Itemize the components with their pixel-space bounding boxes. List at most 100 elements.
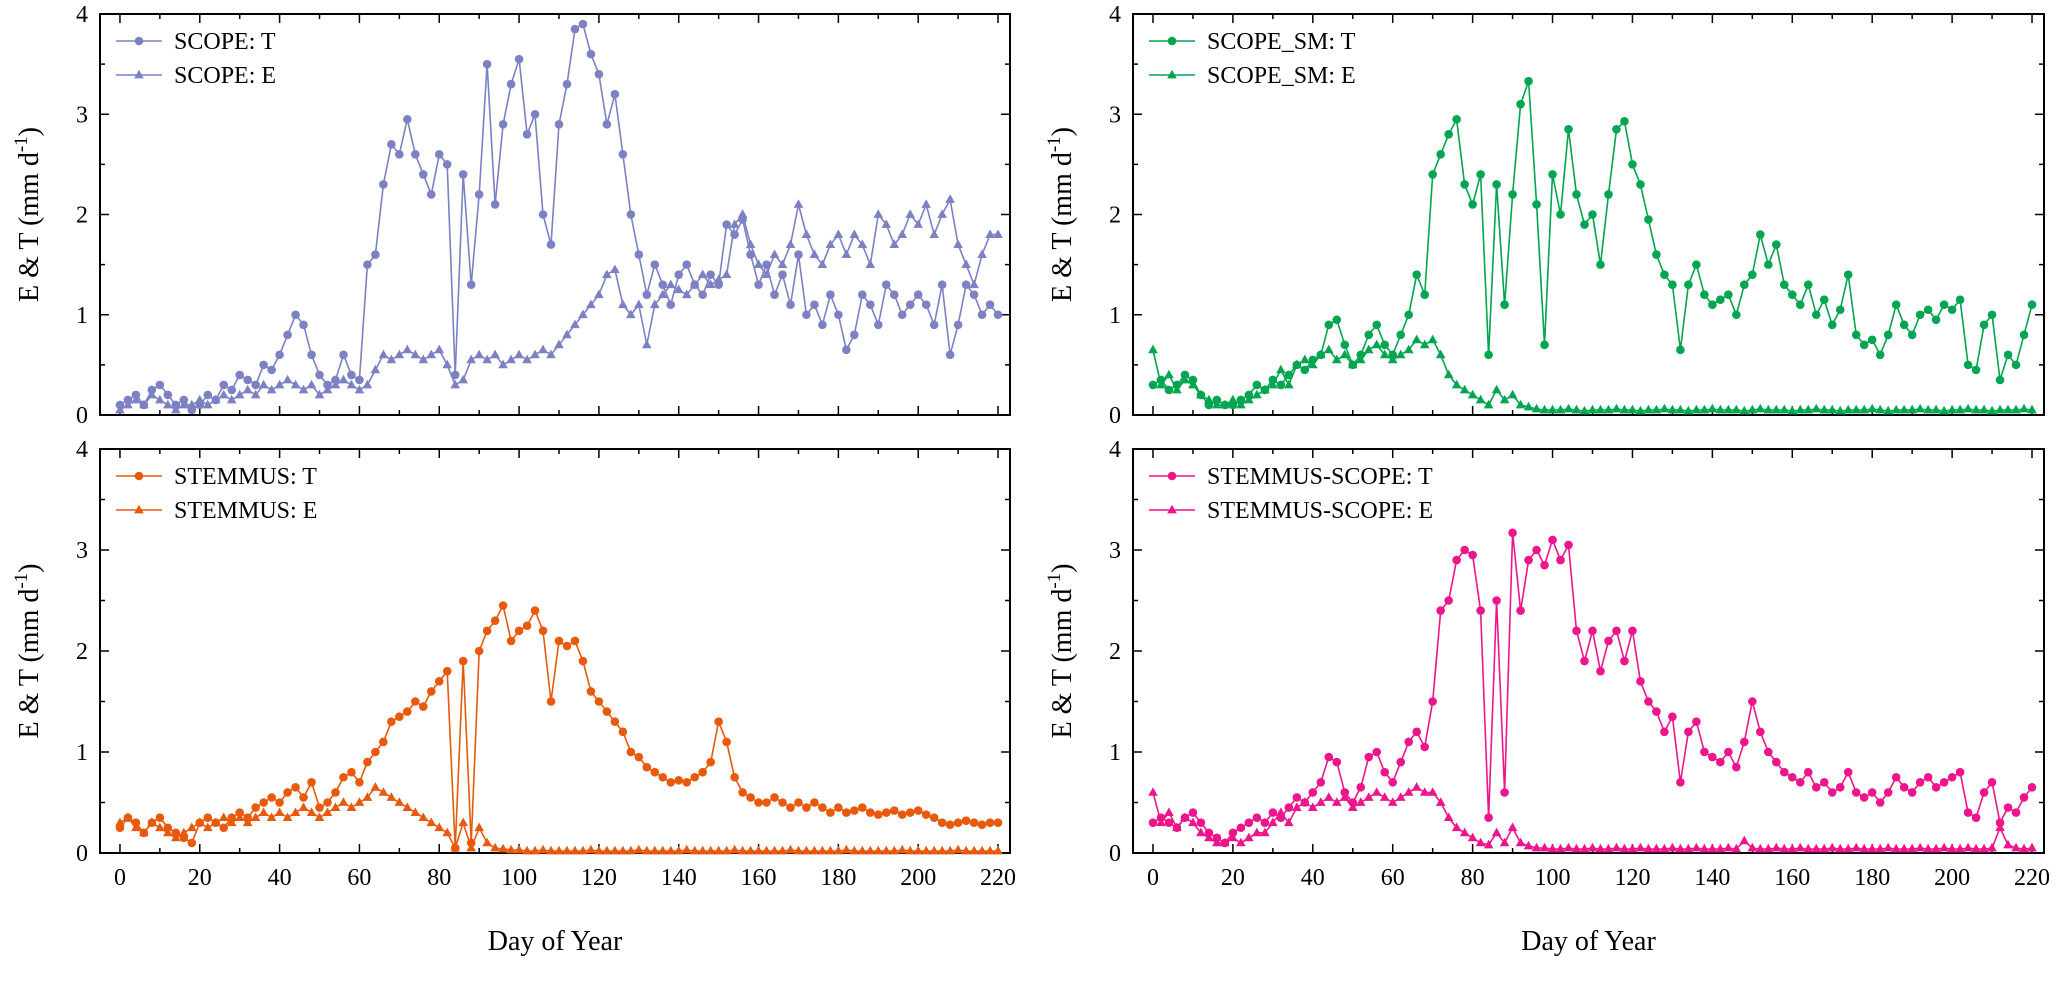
triangle-marker [346,379,357,389]
circle-marker [1604,190,1613,199]
triangle-marker [1244,832,1254,842]
triangle-marker [1787,405,1798,415]
triangle-marker [1763,843,1774,853]
triangle-marker [482,837,492,847]
triangle-marker [729,844,740,854]
circle-marker [834,310,843,320]
circle-marker [602,119,612,129]
triangle-marker [1755,843,1766,853]
triangle-marker [242,384,253,394]
triangle-marker [945,845,955,855]
circle-marker [347,370,356,380]
svg-text:100: 100 [501,865,537,891]
circle-marker [626,210,636,219]
circle-marker [1380,340,1390,350]
circle-marker [1380,767,1390,777]
triangle-marker [1212,399,1222,409]
svg-text:1: 1 [1109,740,1121,766]
circle-marker [905,300,915,310]
triangle-marker [1204,394,1214,404]
triangle-marker [610,845,620,855]
circle-marker [426,687,436,696]
legend-label: SCOPE_SM: T [1207,29,1356,55]
triangle-marker [171,832,181,842]
circle-marker [1508,190,1517,199]
svg-text:3: 3 [76,538,88,564]
circle-marker [1196,818,1206,827]
triangle-marker [649,845,660,855]
circle-marker [411,150,420,159]
circle-marker [929,813,939,822]
triangle-marker [1819,843,1830,853]
series-scope-sm-transpiration [1148,76,2037,410]
triangle-marker [1803,843,1814,853]
circle-marker [1867,335,1877,345]
triangle-marker [1995,404,2005,414]
triangle-marker [546,845,556,855]
circle-marker [1308,788,1318,797]
circle-marker [1556,210,1565,219]
triangle-marker [969,845,979,855]
circle-marker [1939,300,1949,310]
triangle-marker [1499,394,1510,404]
triangle-marker [1579,405,1590,415]
circle-marker [682,778,692,787]
circle-marker [634,250,644,259]
svg-text:0: 0 [76,403,88,429]
x-tick-labels: 0 20 40 60 80 100 120 140 160 180 200 220 [1147,865,2050,891]
circle-marker [387,717,396,726]
circle-marker [395,712,404,721]
circle-marker [762,798,771,807]
circle-marker [754,798,763,807]
circle-marker [786,300,795,310]
triangle-marker [881,845,892,855]
triangle-marker [1715,843,1726,853]
triangle-marker [530,845,540,855]
triangle-marker [785,844,796,854]
circle-marker [618,150,628,159]
svg-text:20: 20 [188,865,212,891]
circle-marker [1356,783,1366,792]
circle-marker [977,310,987,320]
circle-marker [826,290,835,300]
triangle-marker [729,219,740,228]
triangle-marker [1236,837,1246,847]
triangle-marker [1587,842,1598,852]
triangle-marker [1867,403,1877,413]
circle-marker [1148,380,1158,390]
triangle-marker [1451,379,1462,389]
circle-marker [299,793,308,802]
circle-marker [618,727,628,737]
triangle-marker [1387,354,1398,364]
legend-label: STEMMUS-SCOPE: E [1207,498,1433,524]
triangle-marker [386,792,397,801]
circle-marker [1412,727,1421,737]
triangle-marker [1723,404,1734,414]
circle-marker [1500,788,1509,797]
circle-marker [283,330,292,340]
circle-marker [1724,747,1733,757]
triangle-marker [905,209,916,218]
triangle-marker [1188,379,1198,389]
triangle-marker [825,239,836,248]
triangle-marker [442,827,453,837]
circle-marker [275,798,284,807]
svg-text:0: 0 [1109,403,1121,429]
triangle-marker [1683,405,1694,415]
panel-scope: 0 1 2 3 4 E & T (mm d-1) SCOPE: T SCOPE: E [0,0,1033,437]
triangle-marker [155,394,165,404]
circle-marker [945,350,955,360]
triangle-marker [1739,835,1750,845]
triangle-marker [1339,792,1350,801]
circle-marker [778,270,787,279]
circle-marker [786,803,795,812]
circle-marker [634,752,644,762]
triangle-marker [953,239,963,248]
triangle-marker [250,812,261,822]
legend-label: SCOPE_SM: E [1207,63,1356,89]
triangle-marker [1643,843,1654,853]
circle-marker [1931,783,1941,792]
triangle-marker [282,812,293,822]
